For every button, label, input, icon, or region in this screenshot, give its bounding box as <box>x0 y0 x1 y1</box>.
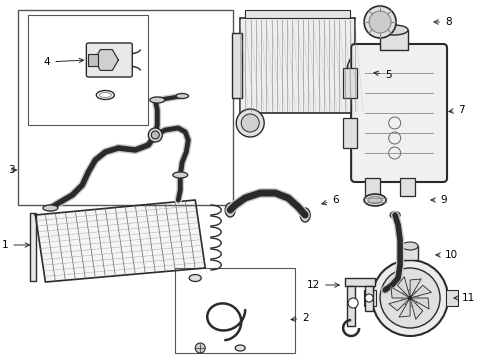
FancyBboxPatch shape <box>86 43 132 77</box>
Circle shape <box>148 128 162 142</box>
Text: 1: 1 <box>2 240 29 250</box>
Circle shape <box>372 260 448 336</box>
Bar <box>232 33 242 98</box>
Bar <box>446 290 458 306</box>
Circle shape <box>380 268 440 328</box>
Circle shape <box>364 6 396 38</box>
Ellipse shape <box>300 208 310 222</box>
Bar <box>240 18 355 113</box>
Polygon shape <box>389 298 410 311</box>
Ellipse shape <box>402 242 418 250</box>
Circle shape <box>353 56 381 84</box>
Ellipse shape <box>173 172 188 178</box>
Ellipse shape <box>364 194 386 206</box>
Bar <box>30 213 36 281</box>
Bar <box>402 246 418 260</box>
Bar <box>88 54 98 66</box>
Circle shape <box>402 290 418 306</box>
Text: 2: 2 <box>291 313 309 323</box>
Bar <box>245 10 350 18</box>
Circle shape <box>348 298 358 308</box>
Text: 7: 7 <box>449 105 465 115</box>
Text: 8: 8 <box>434 17 452 27</box>
Bar <box>365 178 380 196</box>
Bar <box>400 178 415 196</box>
Bar <box>347 286 355 326</box>
Text: 10: 10 <box>436 250 458 260</box>
Polygon shape <box>391 287 410 298</box>
Polygon shape <box>35 200 205 282</box>
Ellipse shape <box>235 345 245 351</box>
Text: 3: 3 <box>8 165 15 175</box>
Polygon shape <box>410 298 423 319</box>
Bar <box>380 30 408 50</box>
Circle shape <box>369 11 391 33</box>
Text: 4: 4 <box>44 57 83 67</box>
Bar <box>365 286 373 311</box>
Text: 6: 6 <box>322 195 339 205</box>
Bar <box>28 15 148 125</box>
Ellipse shape <box>382 285 389 295</box>
Text: 9: 9 <box>431 195 447 205</box>
Bar <box>19 10 233 205</box>
Circle shape <box>151 131 159 139</box>
Polygon shape <box>410 298 429 309</box>
Ellipse shape <box>189 274 201 282</box>
Polygon shape <box>410 285 431 298</box>
Polygon shape <box>399 298 410 317</box>
Ellipse shape <box>368 197 382 203</box>
Bar <box>343 118 357 148</box>
Ellipse shape <box>225 203 235 217</box>
Bar <box>175 268 295 353</box>
Circle shape <box>195 343 205 353</box>
Polygon shape <box>410 279 421 298</box>
Ellipse shape <box>390 212 400 219</box>
Bar <box>364 290 376 306</box>
Ellipse shape <box>150 97 165 103</box>
Polygon shape <box>95 50 118 71</box>
Bar <box>343 68 357 98</box>
Text: 12: 12 <box>307 280 339 290</box>
Ellipse shape <box>43 205 58 211</box>
Circle shape <box>365 294 373 302</box>
Circle shape <box>359 62 375 78</box>
FancyBboxPatch shape <box>351 44 447 182</box>
Ellipse shape <box>176 94 189 99</box>
Ellipse shape <box>380 25 408 35</box>
Circle shape <box>236 109 264 137</box>
Circle shape <box>347 50 387 90</box>
Circle shape <box>241 114 259 132</box>
Bar <box>345 278 375 286</box>
Text: 5: 5 <box>374 70 392 80</box>
Polygon shape <box>397 277 410 298</box>
Text: 11: 11 <box>454 293 475 303</box>
